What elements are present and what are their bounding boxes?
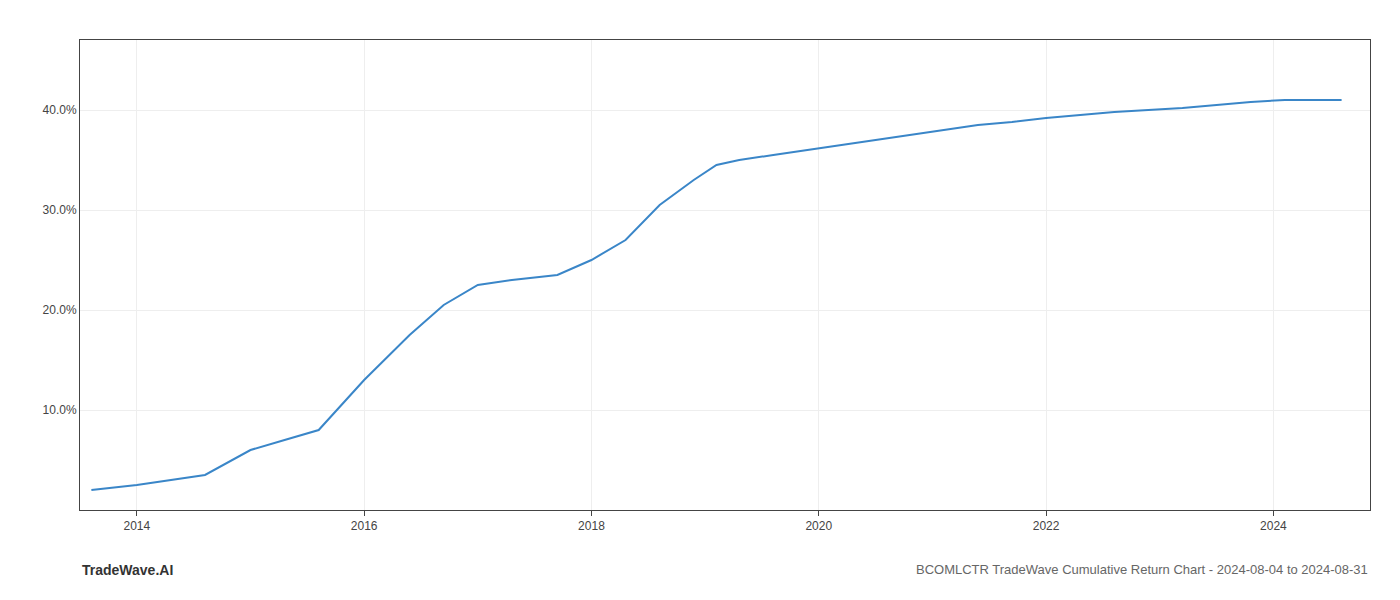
svg-text:2018: 2018 — [578, 519, 605, 533]
svg-text:20.0%: 20.0% — [43, 303, 77, 317]
svg-text:TradeWave.AI: TradeWave.AI — [82, 562, 173, 578]
svg-text:10.0%: 10.0% — [43, 403, 77, 417]
svg-text:BCOMLCTR TradeWave Cumulative: BCOMLCTR TradeWave Cumulative Return Cha… — [916, 562, 1368, 577]
svg-text:2014: 2014 — [123, 519, 150, 533]
svg-text:2016: 2016 — [351, 519, 378, 533]
svg-text:30.0%: 30.0% — [43, 203, 77, 217]
svg-text:40.0%: 40.0% — [43, 103, 77, 117]
svg-text:2024: 2024 — [1260, 519, 1287, 533]
svg-text:2020: 2020 — [805, 519, 832, 533]
svg-text:2022: 2022 — [1033, 519, 1060, 533]
